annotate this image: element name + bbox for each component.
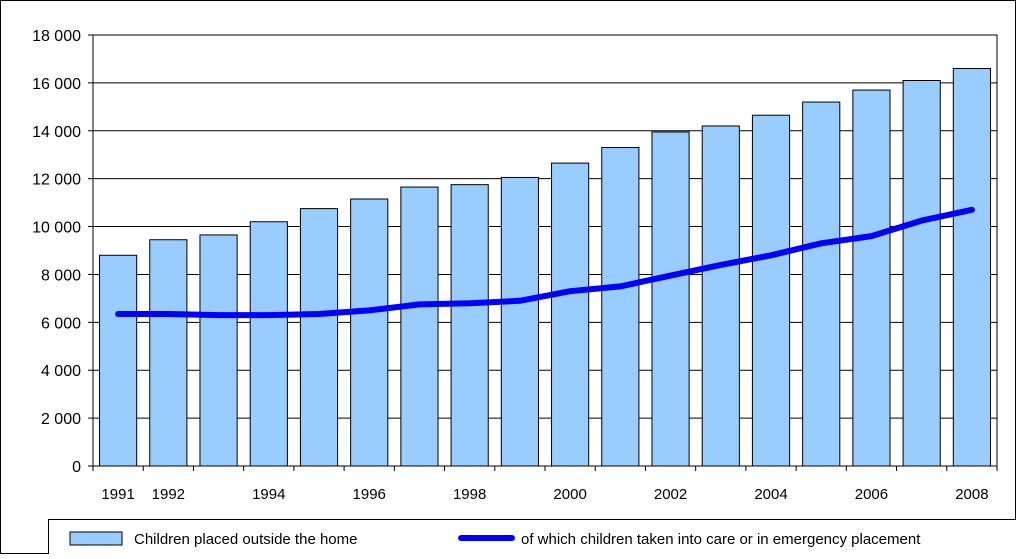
line-point (971, 209, 972, 210)
line-point (871, 236, 872, 237)
x-tick-label: 1996 (353, 486, 386, 503)
line-point (519, 300, 520, 301)
x-tick-label: 2000 (553, 486, 586, 503)
y-tick-label: 14 000 (32, 124, 81, 141)
bar (602, 148, 639, 466)
line-point (369, 310, 370, 311)
x-tick-label: 2004 (754, 486, 787, 503)
legend-label-bars: Children placed outside the home (134, 531, 357, 548)
bar (200, 235, 237, 466)
bar (250, 222, 287, 466)
bar (300, 209, 337, 466)
bar (652, 132, 689, 466)
x-tick-label: 1991 (101, 486, 134, 503)
line-point (319, 313, 320, 314)
x-tick-label: 1998 (453, 486, 486, 503)
line-point (268, 315, 269, 316)
line-point (821, 243, 822, 244)
line-point (168, 313, 169, 314)
line-point (771, 255, 772, 256)
y-tick-label: 6 000 (41, 315, 81, 332)
line-point (670, 275, 671, 276)
line-point (921, 220, 922, 221)
y-tick-label: 18 000 (32, 28, 81, 45)
bar (100, 255, 137, 466)
line-point (469, 303, 470, 304)
x-tick-label: 2008 (955, 486, 988, 503)
bar (552, 163, 589, 466)
y-tick-label: 4 000 (41, 363, 81, 380)
bar (451, 185, 488, 466)
bar (803, 102, 840, 466)
y-tick-label: 12 000 (32, 172, 81, 189)
x-tick-label: 1992 (152, 486, 185, 503)
line-point (620, 286, 621, 287)
line-point (419, 304, 420, 305)
y-tick-label: 8 000 (41, 267, 81, 284)
bar (752, 115, 789, 466)
y-tick-label: 0 (72, 459, 81, 476)
y-tick-label: 2 000 (41, 411, 81, 428)
y-tick-label: 10 000 (32, 220, 81, 237)
bar (150, 240, 187, 466)
line-point (218, 315, 219, 316)
legend-swatch-bars (70, 532, 122, 545)
bar (501, 177, 538, 466)
line-point (570, 291, 571, 292)
bar (903, 80, 940, 466)
x-tick-label: 2006 (855, 486, 888, 503)
x-tick-label: 1994 (252, 486, 285, 503)
bar (953, 69, 990, 466)
bar (702, 126, 739, 466)
bar (853, 90, 890, 466)
legend-label-line: of which children taken into care or in … (521, 531, 921, 548)
y-tick-label: 16 000 (32, 76, 81, 93)
line-point (118, 313, 119, 314)
bar (351, 199, 388, 466)
line-point (720, 264, 721, 265)
legend: Children placed outside the home of whic… (49, 520, 1016, 555)
x-tick-label: 2002 (654, 486, 687, 503)
bar (401, 187, 438, 466)
